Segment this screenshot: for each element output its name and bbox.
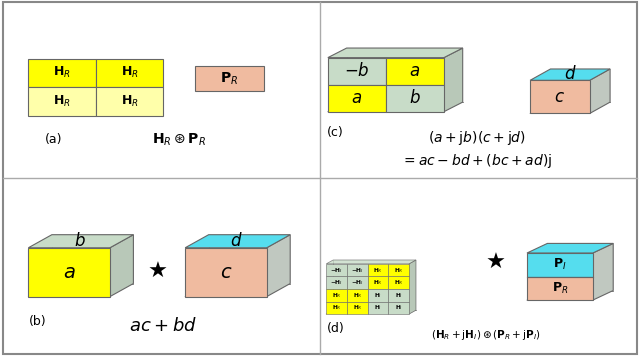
Bar <box>530 80 589 114</box>
Text: $ac + bd$: $ac + bd$ <box>129 317 197 335</box>
Text: $\mathbf{P}_R$: $\mathbf{P}_R$ <box>552 281 568 296</box>
Polygon shape <box>444 48 463 112</box>
Bar <box>388 264 409 276</box>
Polygon shape <box>326 260 416 264</box>
Text: (a): (a) <box>45 133 62 146</box>
Text: $\mathbf{H}_I$: $\mathbf{H}_I$ <box>374 291 382 300</box>
Text: $\mathbf{H}_R$: $\mathbf{H}_R$ <box>120 94 138 109</box>
Bar <box>386 85 444 112</box>
Text: $\mathbf{H}_R$: $\mathbf{H}_R$ <box>373 266 383 274</box>
Bar <box>328 85 386 112</box>
Bar <box>388 289 409 302</box>
Polygon shape <box>328 48 463 58</box>
Text: $\mathbf{H}_I$: $\mathbf{H}_I$ <box>395 303 403 312</box>
Text: $a$: $a$ <box>410 62 420 80</box>
Bar <box>367 276 388 289</box>
Text: $\mathbf{H}_R$: $\mathbf{H}_R$ <box>332 291 341 300</box>
Text: $a$: $a$ <box>63 263 76 282</box>
Text: $\mathbf{H}_R\circledast\mathbf{P}_R$: $\mathbf{H}_R\circledast\mathbf{P}_R$ <box>152 131 206 148</box>
Text: $c$: $c$ <box>554 88 565 106</box>
Bar <box>367 264 388 276</box>
Bar <box>527 277 593 300</box>
Text: $\mathbf{H}_R$: $\mathbf{H}_R$ <box>332 303 341 312</box>
Bar <box>347 302 367 314</box>
Text: (b): (b) <box>29 315 47 328</box>
Bar <box>28 58 96 87</box>
Bar <box>347 264 367 276</box>
Bar <box>367 302 388 314</box>
Polygon shape <box>185 235 290 248</box>
Text: $\mathbf{H}_R$: $\mathbf{H}_R$ <box>53 94 71 109</box>
Text: $c$: $c$ <box>220 263 232 282</box>
Text: $-\mathbf{H}_I$: $-\mathbf{H}_I$ <box>351 278 364 287</box>
Bar <box>388 276 409 289</box>
Polygon shape <box>28 235 133 248</box>
Text: $\mathbf{H}_R$: $\mathbf{H}_R$ <box>120 66 138 80</box>
Text: $-b$: $-b$ <box>344 62 370 80</box>
Text: (c): (c) <box>327 126 344 139</box>
Text: $\mathbf{H}_R$: $\mathbf{H}_R$ <box>394 266 403 274</box>
Text: $\mathbf{H}_R$: $\mathbf{H}_R$ <box>353 303 362 312</box>
Text: $b$: $b$ <box>409 89 420 107</box>
Polygon shape <box>530 69 610 80</box>
Bar <box>388 302 409 314</box>
Text: $\mathbf{H}_I$: $\mathbf{H}_I$ <box>395 291 403 300</box>
Text: $-\mathbf{H}_I$: $-\mathbf{H}_I$ <box>330 266 343 274</box>
Text: $(\mathbf{H}_R+\mathrm{j}\mathbf{H}_I)\circledast(\mathbf{P}_R+\mathrm{j}\mathbf: $(\mathbf{H}_R+\mathrm{j}\mathbf{H}_I)\c… <box>431 328 541 342</box>
Bar <box>347 289 367 302</box>
Bar <box>326 302 347 314</box>
Text: $\mathbf{H}_R$: $\mathbf{H}_R$ <box>353 291 362 300</box>
Bar <box>326 276 347 289</box>
Text: $d$: $d$ <box>230 232 243 250</box>
Bar <box>326 264 347 276</box>
Polygon shape <box>267 235 290 297</box>
Text: $\mathbf{H}_R$: $\mathbf{H}_R$ <box>53 66 71 80</box>
Bar <box>347 276 367 289</box>
Text: $\mathbf{H}_R$: $\mathbf{H}_R$ <box>394 278 403 287</box>
Polygon shape <box>110 235 133 297</box>
Bar <box>527 253 593 277</box>
Text: $=ac-bd+(bc+ad)\mathrm{j}$: $=ac-bd+(bc+ad)\mathrm{j}$ <box>401 152 552 169</box>
Text: (d): (d) <box>327 321 344 335</box>
Polygon shape <box>589 69 610 114</box>
Bar <box>96 87 163 116</box>
Bar <box>28 248 110 297</box>
Polygon shape <box>527 244 613 253</box>
Text: $a$: $a$ <box>351 89 362 107</box>
Text: $\bigstar$: $\bigstar$ <box>485 252 506 272</box>
Text: $\mathbf{P}_I$: $\mathbf{P}_I$ <box>553 257 566 272</box>
Bar <box>185 248 267 297</box>
Text: $-\mathbf{H}_I$: $-\mathbf{H}_I$ <box>351 266 364 274</box>
Text: $b$: $b$ <box>74 232 86 250</box>
Text: $-\mathbf{H}_I$: $-\mathbf{H}_I$ <box>330 278 343 287</box>
Bar <box>386 58 444 85</box>
Bar <box>326 289 347 302</box>
Text: $d$: $d$ <box>564 64 577 83</box>
Polygon shape <box>409 260 416 314</box>
Bar <box>96 58 163 87</box>
Text: $\mathbf{H}_I$: $\mathbf{H}_I$ <box>374 303 382 312</box>
Bar <box>367 289 388 302</box>
Polygon shape <box>593 244 613 300</box>
Text: $(a+\mathrm{j}b)(c+\mathrm{j}d)$: $(a+\mathrm{j}b)(c+\mathrm{j}d)$ <box>428 129 526 147</box>
Bar <box>195 66 264 91</box>
Text: $\mathbf{P}_R$: $\mathbf{P}_R$ <box>220 70 238 87</box>
Text: $\mathbf{H}_R$: $\mathbf{H}_R$ <box>373 278 383 287</box>
Text: $\bigstar$: $\bigstar$ <box>147 261 167 281</box>
Bar <box>28 87 96 116</box>
Bar <box>328 58 386 85</box>
